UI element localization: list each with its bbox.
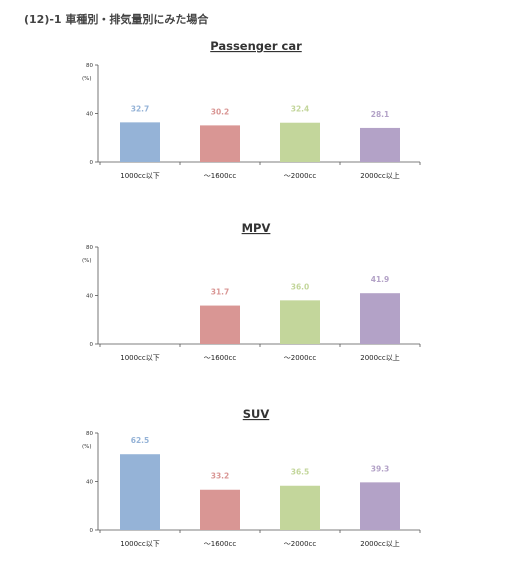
y-tick-label: 0 [90,528,94,534]
category-label: 2000cc以上 [360,353,400,362]
bar-3 [360,293,400,344]
data-label: 41.9 [371,275,390,284]
bar-0 [120,454,160,530]
category-label: 〜1600cc [204,354,237,362]
y-tick-label: 80 [86,63,93,69]
category-label: 〜1600cc [204,172,237,180]
y-unit-label: (%) [82,76,92,82]
bar-0 [120,122,160,162]
data-label: 30.2 [211,107,230,116]
bar-3 [360,127,400,162]
y-tick-label: 80 [86,245,93,251]
category-label: 1000cc以下 [120,172,160,180]
category-label: 1000cc以下 [120,540,160,548]
y-tick-label: 0 [90,160,94,166]
data-label: 62.5 [131,436,150,445]
y-unit-label: (%) [82,444,92,450]
category-label: 〜2000cc [284,172,317,180]
y-tick-label: 40 [86,480,93,486]
bar-1 [200,489,240,530]
category-label: 2000cc以上 [360,539,400,548]
data-label: 33.2 [211,472,230,481]
page-heading: (12)-1 車種別・排気量別にみた場合 [24,13,209,26]
data-label: 39.3 [371,464,390,473]
y-tick-label: 80 [86,431,93,437]
bar-2 [280,485,320,530]
chart-title: Passenger car [210,39,302,53]
y-tick-label: 0 [90,342,94,348]
category-label: 〜2000cc [284,540,317,548]
data-label: 32.7 [131,104,150,113]
y-unit-label: (%) [82,258,92,264]
chart-passenger-car: Passenger car (%) 0 40 80 32.7 1000cc以下 30.2 〜16… [82,39,421,180]
chart-suv: SUV (%) 0 40 80 62.5 1000cc以下 33.2 〜1600cc 36.5 〜2… [82,407,421,548]
y-tick-label: 40 [86,112,93,118]
bar-1 [200,305,240,344]
data-label: 28.1 [371,110,390,119]
category-label: 2000cc以上 [360,171,400,180]
chart-title: SUV [243,407,270,421]
data-label: 31.7 [211,288,230,297]
data-label: 36.0 [291,282,310,291]
chart-title: MPV [242,221,271,235]
category-label: 〜1600cc [204,540,237,548]
y-tick-label: 40 [86,294,93,300]
chart-mpv: MPV (%) 0 40 80 1000cc以下 31.7 〜1600cc 36.0 〜2000c… [82,221,421,362]
bar-3 [360,482,400,530]
data-label: 32.4 [291,105,310,114]
category-label: 1000cc以下 [120,354,160,362]
bar-2 [280,122,320,162]
bar-1 [200,125,240,162]
data-label: 36.5 [291,468,310,477]
category-label: 〜2000cc [284,354,317,362]
bar-2 [280,300,320,344]
